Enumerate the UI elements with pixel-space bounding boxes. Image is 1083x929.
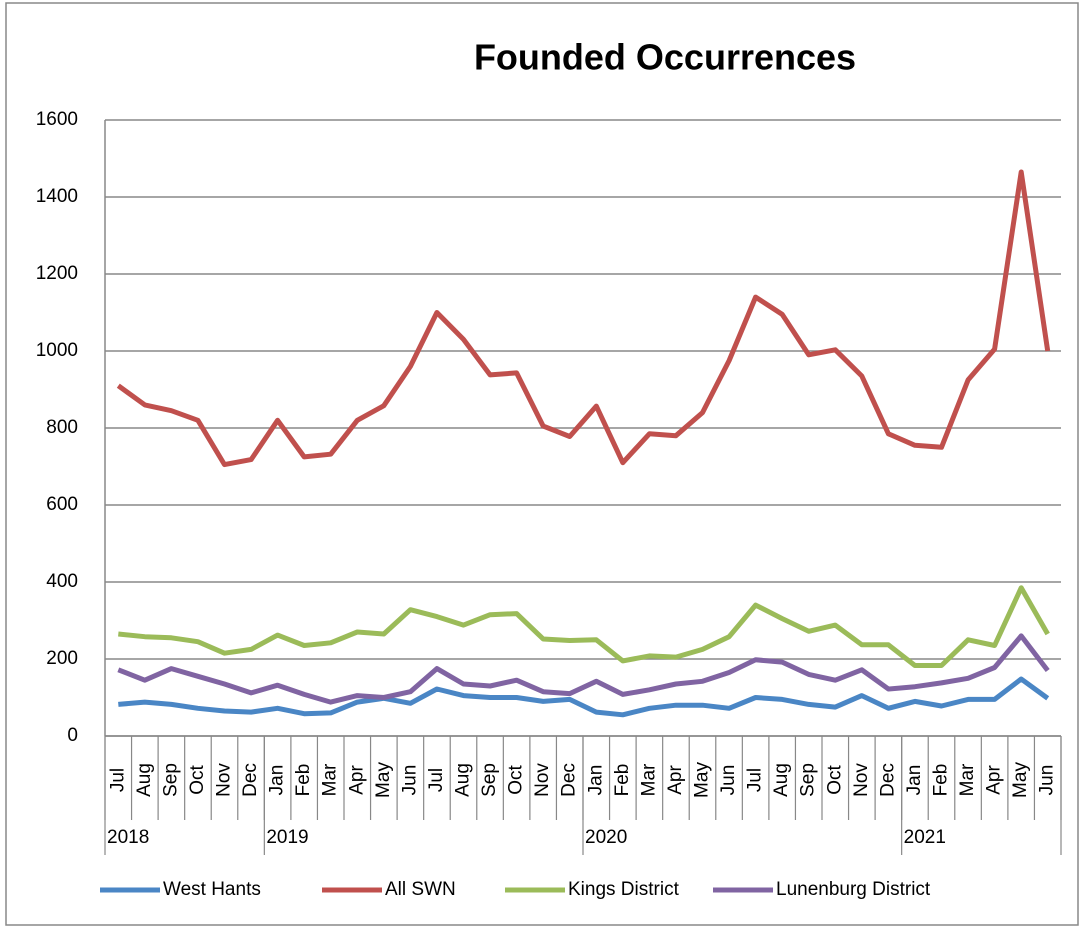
x-tick-label: Feb [931,764,952,797]
x-tick-label: Oct [187,765,208,795]
x-tick-label: Jul [745,768,766,792]
x-tick-label: Jul [107,768,128,792]
year-label: 2021 [904,827,946,848]
x-tick-label: Jun [1037,765,1058,796]
x-tick-label: Jul [426,768,447,792]
year-label: 2018 [107,827,149,848]
y-tick-label: 1000 [36,340,78,361]
x-tick-label: Feb [293,764,314,797]
chart-title: Founded Occurrences [474,37,856,78]
y-tick-label: 600 [46,494,78,515]
x-tick-label: Mar [320,763,341,796]
x-tick-label: Jun [399,765,420,796]
series-line [118,585,1050,668]
y-tick-label: 400 [46,571,78,592]
legend-label: Kings District [568,879,680,900]
x-tick-label: Sep [479,763,500,797]
year-label: 2019 [266,827,308,848]
legend-label: West Hants [163,879,261,900]
x-tick-label: May [1010,762,1031,798]
legend-label: All SWN [385,879,456,900]
x-tick-label: Apr [984,765,1005,795]
x-tick-label: Sep [798,763,819,797]
x-tick-label: Oct [824,765,845,795]
x-tick-label: Nov [532,763,553,797]
x-tick-label: Apr [346,765,367,795]
x-tick-label: Mar [957,763,978,796]
x-tick-label: Apr [665,765,686,795]
x-tick-label: Aug [134,763,155,797]
year-label: 2020 [585,827,627,848]
x-tick-label: Dec [559,763,580,797]
x-tick-label: Nov [214,763,235,797]
y-tick-label: 1200 [36,263,78,284]
x-tick-label: Aug [771,763,792,797]
y-tick-label: 1400 [36,186,78,207]
y-tick-label: 1600 [36,109,78,130]
x-tick-label: Jun [718,765,739,796]
x-tick-label: Jan [904,765,925,796]
y-tick-label: 800 [46,417,78,438]
x-tick-label: May [373,762,394,798]
x-tick-label: May [692,762,713,798]
x-tick-label: Dec [240,763,261,797]
x-tick-label: Mar [638,763,659,796]
x-tick-label: Jan [585,765,606,796]
legend-label: Lunenburg District [776,879,931,900]
series-line [116,169,1051,468]
series-line [117,633,1050,705]
x-tick-label: Feb [612,764,633,797]
x-tick-label: Aug [453,763,474,797]
y-tick-label: 0 [67,725,78,746]
x-tick-label: Oct [506,765,527,795]
x-tick-label: Dec [877,763,898,797]
x-tick-label: Nov [851,763,872,797]
y-tick-label: 200 [46,648,78,669]
x-tick-label: Jan [267,765,288,796]
series-line [118,676,1050,718]
x-tick-label: Sep [160,763,181,797]
